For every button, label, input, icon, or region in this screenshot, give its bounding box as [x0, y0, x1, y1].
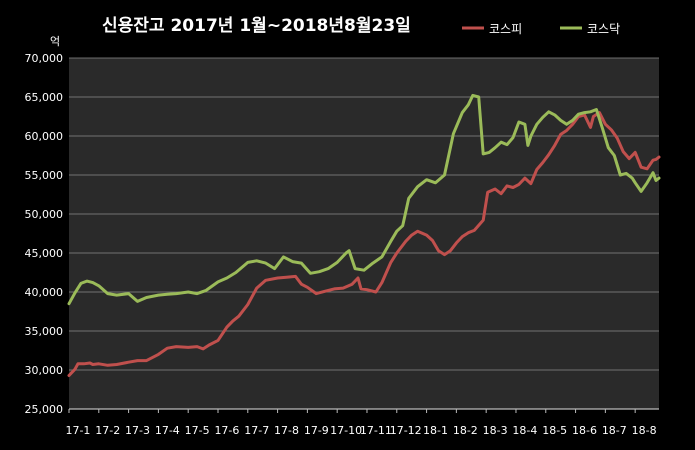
plot-area: [69, 58, 659, 409]
legend-label-kospi: 코스피: [489, 22, 522, 36]
y-tick-label: 30,000: [25, 364, 64, 377]
legend-label-kosdaq: 코스닥: [587, 22, 620, 36]
x-tick-label: 17-1: [65, 424, 90, 437]
y-tick-label: 45,000: [25, 247, 64, 260]
y-tick-label: 25,000: [25, 403, 64, 416]
x-tick-labels: 17-1 17-2 17-3 17-4 17-5 17-6 17-7 17-8 17-9 17-1…: [65, 409, 657, 437]
x-tick-label: 17-5: [185, 424, 210, 437]
x-tick-label: 17-2: [95, 424, 120, 437]
x-tick-label: 18-7: [602, 424, 627, 437]
x-tick-label: 18-3: [483, 424, 508, 437]
legend: 코스피 코스닥: [462, 22, 620, 36]
x-tick-label: 18-6: [572, 424, 597, 437]
y-tick-label: 65,000: [25, 91, 64, 104]
x-tick-label: 17-11: [360, 424, 392, 437]
y-tick-label: 35,000: [25, 325, 64, 338]
x-tick-label: 17-4: [155, 424, 180, 437]
y-tick-label: 55,000: [25, 169, 64, 182]
x-tick-label: 18-2: [453, 424, 478, 437]
chart-title: 신용잔고 2017년 1월~2018년8월23일: [102, 16, 411, 36]
x-tick-label: 17-12: [390, 424, 422, 437]
series-layer: [67, 93, 661, 377]
series-line-kosdaq: [67, 93, 661, 306]
x-tick-label: 18-8: [632, 424, 657, 437]
x-tick-label: 17-6: [214, 424, 239, 437]
y-tick-label: 60,000: [25, 130, 64, 143]
x-tick-label: 18-1: [423, 424, 448, 437]
y-tick-labels: 25,000 30,000 35,000 40,000 45,000 50,000 55,0…: [25, 52, 64, 416]
y-tick-label: 50,000: [25, 208, 64, 221]
series-line-kospi: [67, 111, 661, 377]
y-axis-unit-label: 억: [50, 35, 60, 48]
y-tick-label: 70,000: [25, 52, 64, 65]
x-tick-label: 17-10: [330, 424, 362, 437]
y-tick-label: 40,000: [25, 286, 64, 299]
x-tick-label: 17-8: [274, 424, 299, 437]
x-tick-label: 17-3: [125, 424, 150, 437]
x-tick-label: 17-7: [244, 424, 269, 437]
x-tick-label: 18-4: [512, 424, 537, 437]
x-tick-label: 17-9: [304, 424, 329, 437]
x-tick-label: 18-5: [542, 424, 567, 437]
